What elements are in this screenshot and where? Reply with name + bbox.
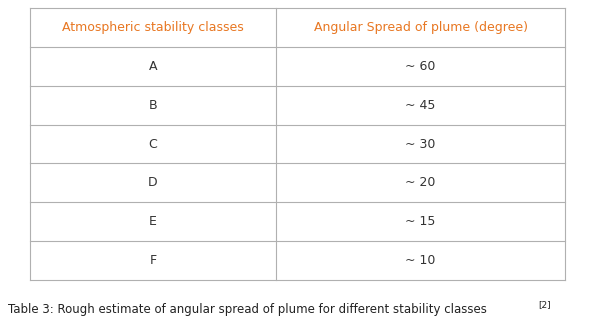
- Text: A: A: [149, 60, 157, 73]
- Text: Angular Spread of plume (degree): Angular Spread of plume (degree): [314, 21, 527, 34]
- Text: ~ 10: ~ 10: [406, 254, 436, 267]
- Text: D: D: [148, 176, 158, 189]
- Text: E: E: [149, 215, 157, 228]
- Text: ~ 15: ~ 15: [406, 215, 436, 228]
- Text: ~ 60: ~ 60: [406, 60, 436, 73]
- Text: C: C: [149, 138, 157, 151]
- Text: F: F: [150, 254, 157, 267]
- Text: Atmospheric stability classes: Atmospheric stability classes: [62, 21, 244, 34]
- Text: ~ 45: ~ 45: [406, 99, 436, 112]
- Text: ~ 20: ~ 20: [406, 176, 436, 189]
- Text: Table 3: Rough estimate of angular spread of plume for different stability class: Table 3: Rough estimate of angular sprea…: [8, 304, 487, 317]
- Text: B: B: [149, 99, 157, 112]
- Text: ~ 30: ~ 30: [406, 138, 436, 151]
- Text: [2]: [2]: [538, 301, 551, 310]
